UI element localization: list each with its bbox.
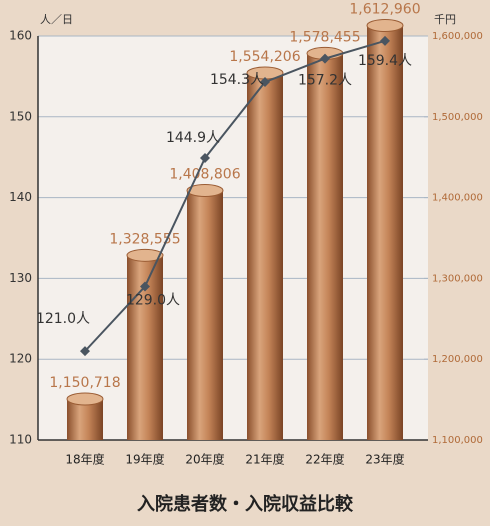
y-axis-label: 人／日 <box>40 13 73 26</box>
bar-top <box>66 392 104 406</box>
bar <box>367 25 403 440</box>
x-tick-label: 20年度 <box>185 452 224 467</box>
y-tick-label: 140 <box>9 190 32 204</box>
line-value-label: 159.4人 <box>358 53 412 69</box>
line-value-label: 157.2人 <box>298 73 352 89</box>
line-marker <box>320 53 330 64</box>
line-marker <box>260 77 270 88</box>
plot-area <box>38 36 428 440</box>
line-marker <box>380 35 390 46</box>
line-marker <box>140 281 150 292</box>
line-marker <box>200 153 210 164</box>
y2-axis-label: 千円 <box>434 13 456 26</box>
bar-value-label: 1,612,960 <box>349 2 420 18</box>
y2-tick-label: 1,600,000 <box>432 31 483 42</box>
bar-value-label: 1,554,206 <box>229 49 300 65</box>
line-value-label: 144.9人 <box>166 130 220 146</box>
y2-tick-label: 1,100,000 <box>432 435 483 446</box>
bar <box>247 73 283 440</box>
x-tick-label: 18年度 <box>65 452 104 467</box>
x-tick-label: 23年度 <box>365 452 404 467</box>
y2-tick-label: 1,400,000 <box>432 193 483 204</box>
y-tick-label: 150 <box>9 109 32 123</box>
line-value-label: 129.0人 <box>126 292 180 308</box>
bar <box>187 190 223 440</box>
y-tick-label: 160 <box>9 29 32 43</box>
y-tick-label: 120 <box>9 352 32 366</box>
line-value-label: 121.0人 <box>36 311 90 327</box>
bar-top <box>366 19 404 33</box>
y2-tick-label: 1,200,000 <box>432 354 483 365</box>
y-tick-label: 110 <box>9 433 32 447</box>
x-tick-label: 22年度 <box>305 452 344 467</box>
bar-value-label: 1,150,718 <box>49 375 120 391</box>
line <box>84 39 386 352</box>
bar-top <box>186 183 224 197</box>
x-tick-label: 21年度 <box>245 452 284 467</box>
bar-top <box>126 248 164 262</box>
bar <box>307 53 343 441</box>
line-marker <box>80 346 90 357</box>
bar-value-label: 1,328,555 <box>109 231 180 247</box>
bar-value-label: 1,408,806 <box>169 166 240 182</box>
bar-value-label: 1,578,455 <box>289 29 360 45</box>
chart-title: 入院患者数・入院収益比較 <box>137 493 354 515</box>
bar <box>67 399 103 440</box>
y2-tick-label: 1,300,000 <box>432 273 483 284</box>
y-tick-label: 130 <box>9 271 32 285</box>
y2-tick-label: 1,500,000 <box>432 112 483 123</box>
x-tick-label: 19年度 <box>125 452 164 467</box>
line-value-label: 154.3人 <box>210 72 264 88</box>
